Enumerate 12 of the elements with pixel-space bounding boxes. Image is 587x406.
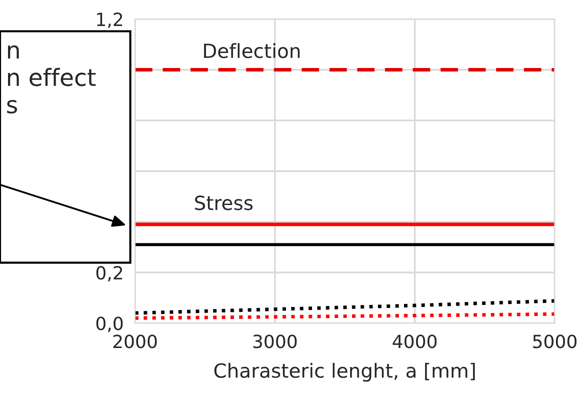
x-tick-label: 4000 [392, 334, 437, 348]
x-axis-title: Charasteric lenght, a [mm] [214, 362, 475, 382]
annotation: Stress [195, 196, 253, 210]
y-tick-label: 0,2 [96, 266, 122, 282]
x-tick-label: 5000 [533, 334, 576, 348]
y-tick-label: 0,0 [96, 316, 123, 332]
y-tick-label: 1,2 [97, 12, 122, 28]
x-tick-label: 3000 [253, 334, 297, 348]
annotation: Deflection [204, 43, 300, 58]
x-tick-label: 2000 [113, 334, 157, 348]
line-series [135, 299, 555, 315]
text: n n effect s [7, 45, 96, 114]
